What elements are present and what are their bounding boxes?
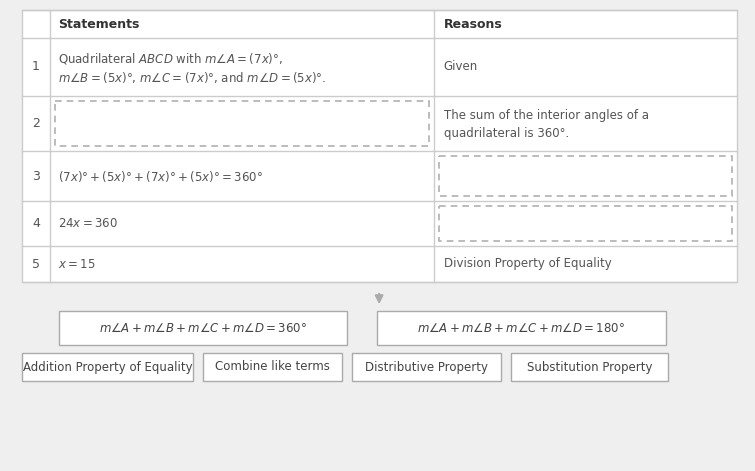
Text: $x =15$: $x =15$ [58, 258, 95, 270]
Text: 3: 3 [32, 170, 40, 182]
FancyBboxPatch shape [22, 353, 193, 381]
Text: $(7x)° + (5x)° + (7x)° + (5x)° = 360°$: $(7x)° + (5x)° + (7x)° + (5x)° = 360°$ [58, 169, 263, 184]
Text: $24x = 360$: $24x = 360$ [58, 217, 118, 230]
Text: Division Property of Equality: Division Property of Equality [444, 258, 612, 270]
Text: Quadrilateral $\mathit{ABCD}$ with $m\angle A = (7x)°$,: Quadrilateral $\mathit{ABCD}$ with $m\an… [58, 51, 283, 66]
FancyBboxPatch shape [353, 353, 501, 381]
FancyBboxPatch shape [22, 10, 737, 282]
Text: $m\angle A + m\angle B + m\angle C + m\angle D = 360°$: $m\angle A + m\angle B + m\angle C + m\a… [99, 322, 307, 334]
Text: The sum of the interior angles of a: The sum of the interior angles of a [444, 109, 649, 122]
FancyBboxPatch shape [439, 156, 732, 196]
Text: Distributive Property: Distributive Property [365, 360, 488, 374]
Text: $m\angle A + m\angle B + m\angle C + m\angle D = 180°$: $m\angle A + m\angle B + m\angle C + m\a… [418, 322, 625, 334]
Text: 2: 2 [32, 117, 40, 130]
Text: Statements: Statements [58, 17, 139, 31]
Text: quadrilateral is 360°.: quadrilateral is 360°. [444, 127, 569, 140]
FancyBboxPatch shape [59, 311, 347, 345]
Text: 1: 1 [32, 60, 40, 73]
Text: $m\angle B = (5x)°$, $m\angle C = (7x)°$, and $m\angle D = (5x)°$.: $m\angle B = (5x)°$, $m\angle C = (7x)°$… [58, 70, 326, 85]
FancyBboxPatch shape [511, 353, 668, 381]
Text: Addition Property of Equality: Addition Property of Equality [23, 360, 193, 374]
Text: 5: 5 [32, 258, 40, 270]
Text: Substitution Property: Substitution Property [527, 360, 652, 374]
Text: Reasons: Reasons [444, 17, 503, 31]
FancyBboxPatch shape [439, 206, 732, 241]
FancyBboxPatch shape [203, 353, 342, 381]
Text: Given: Given [444, 60, 478, 73]
Text: 4: 4 [32, 217, 40, 230]
FancyBboxPatch shape [377, 311, 665, 345]
FancyBboxPatch shape [55, 101, 429, 146]
Text: Combine like terms: Combine like terms [215, 360, 330, 374]
